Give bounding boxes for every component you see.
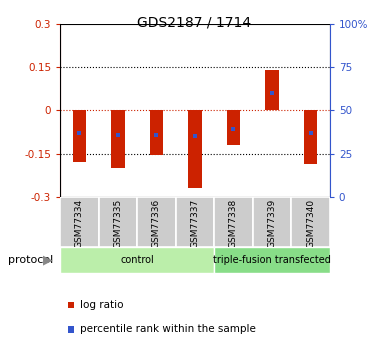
Text: GSM77340: GSM77340 — [306, 199, 315, 248]
Bar — [253, 197, 291, 247]
Text: percentile rank within the sample: percentile rank within the sample — [80, 325, 256, 334]
Bar — [214, 197, 253, 247]
Bar — [99, 197, 137, 247]
Text: GDS2187 / 1714: GDS2187 / 1714 — [137, 16, 251, 30]
Text: GSM77334: GSM77334 — [75, 199, 84, 248]
Text: GSM77339: GSM77339 — [267, 199, 277, 248]
Bar — [60, 197, 99, 247]
Text: protocol: protocol — [8, 255, 53, 265]
Text: GSM77338: GSM77338 — [229, 199, 238, 248]
Text: GSM77335: GSM77335 — [113, 199, 123, 248]
Text: log ratio: log ratio — [80, 300, 123, 310]
Bar — [265, 70, 279, 110]
Text: GSM77337: GSM77337 — [191, 199, 199, 248]
Bar — [227, 110, 240, 145]
Bar — [73, 110, 86, 162]
Bar — [176, 197, 214, 247]
Bar — [188, 110, 202, 188]
Bar — [150, 110, 163, 155]
Text: ▶: ▶ — [43, 253, 52, 266]
Bar — [137, 197, 176, 247]
Text: triple-fusion transfected: triple-fusion transfected — [213, 255, 331, 265]
Bar — [214, 247, 330, 273]
Bar — [60, 247, 214, 273]
Text: control: control — [120, 255, 154, 265]
Bar — [291, 197, 330, 247]
Bar — [304, 110, 317, 164]
Text: GSM77336: GSM77336 — [152, 199, 161, 248]
Bar — [111, 110, 125, 168]
